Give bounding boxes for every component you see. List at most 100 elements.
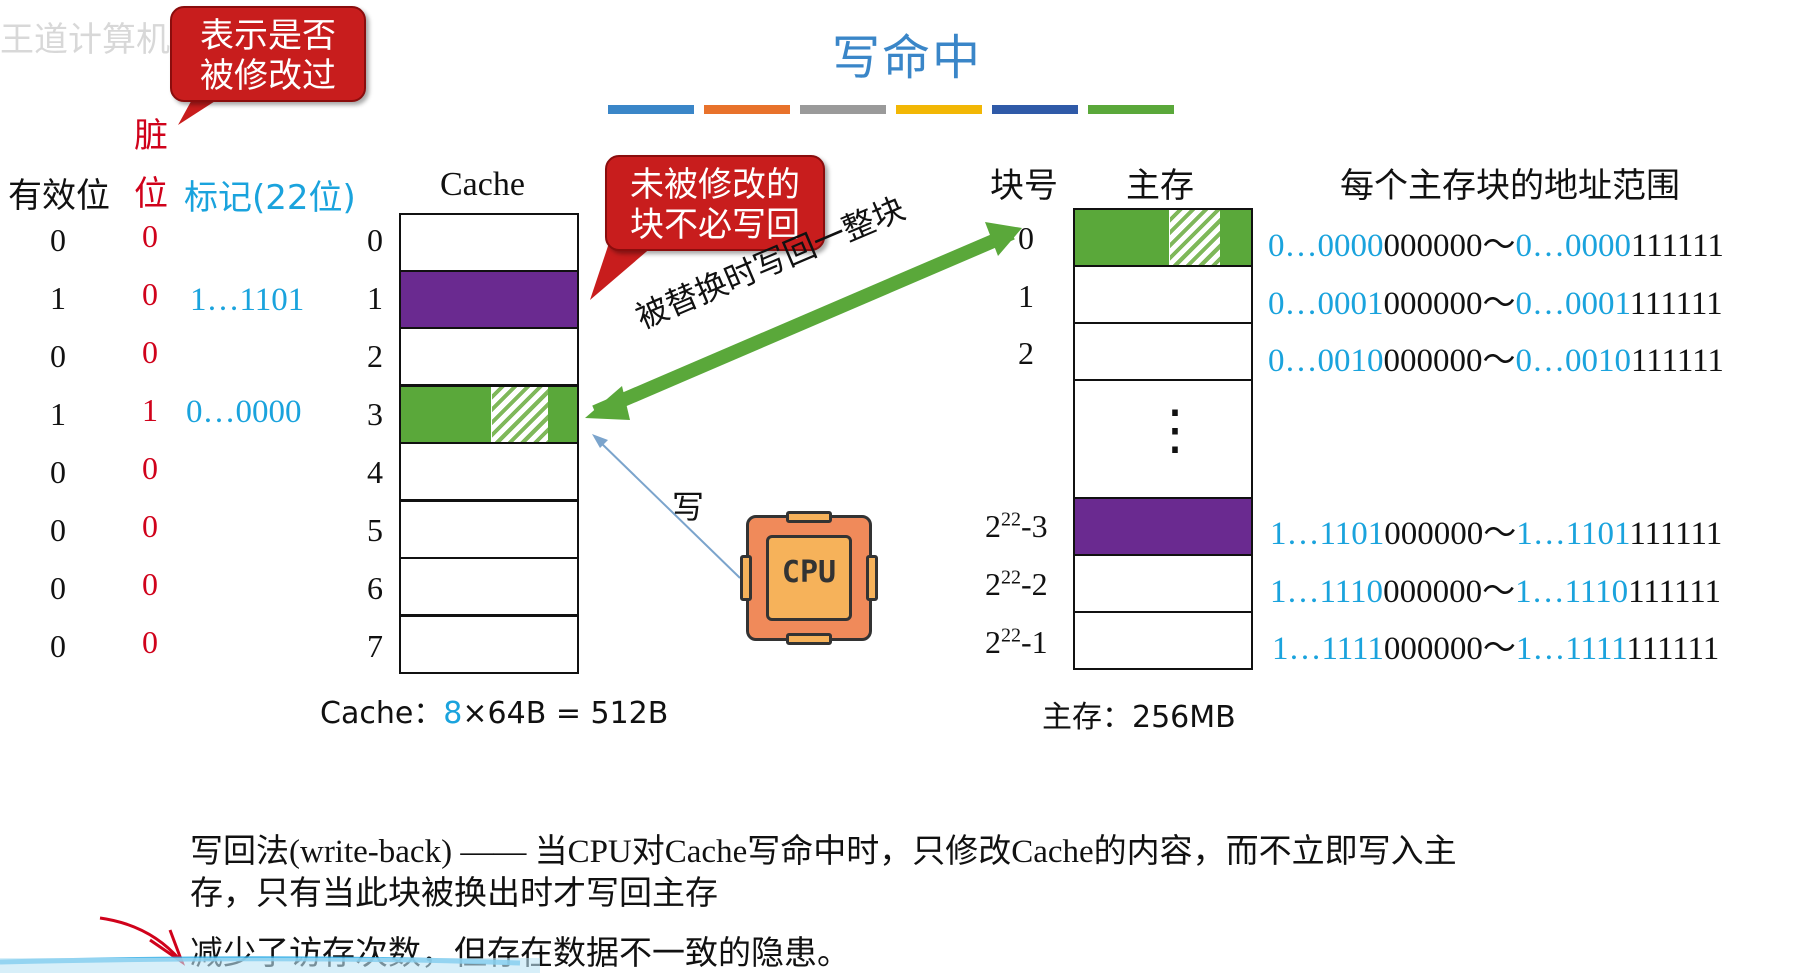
addr-end-low: 111111: [1628, 574, 1722, 610]
valid-bit-value: 0: [50, 454, 66, 490]
addr-end-high: 0…0010: [1515, 343, 1632, 379]
valid-bit-value: 0: [50, 512, 66, 548]
slide-title: 写命中: [831, 30, 982, 86]
callout-line: 块不必写回: [630, 205, 800, 245]
dirty-bit-value: 0: [142, 276, 158, 312]
addr-start-low: 000000～: [1383, 631, 1516, 667]
title-bar-segment: [704, 105, 790, 114]
cache-line-index: 7: [367, 628, 383, 664]
address-range: 0…0001000000～0…0001111111: [1268, 276, 1723, 324]
cache-line-index: 0: [367, 222, 383, 258]
cache-line-index: 1: [367, 280, 383, 316]
addr-end-low: 111111: [1630, 286, 1723, 322]
writeback-description-line2: 存，只有当此块被换出时才写回主存: [190, 876, 718, 912]
address-range: 0…0010000000～0…0010111111: [1268, 333, 1724, 381]
callout-line: 未被修改的: [630, 165, 800, 205]
dirty-bit-value: 1: [142, 392, 158, 428]
valid-bit-value: 0: [50, 338, 66, 374]
address-range: 1…1110000000～1…1110111111: [1270, 564, 1721, 612]
addr-end-low: 111111: [1629, 516, 1723, 552]
addr-start-high: 0…0010: [1268, 343, 1384, 379]
memory-block-label: 1: [1018, 278, 1034, 314]
tag-value: 0…0000: [186, 394, 302, 430]
writeback-description-line1: 写回法(write-back) —— 当CPU对Cache写命中时，只修改Cac…: [190, 834, 1457, 870]
cache-line: [399, 442, 579, 501]
dirty-bit-value: 0: [142, 218, 158, 254]
addr-end-high: 0…0000: [1515, 228, 1632, 264]
dirty-bit-header-line1: 脏: [134, 116, 168, 156]
label-suffix: -1: [1021, 624, 1048, 660]
memory-block-label: 222-1: [985, 624, 1048, 661]
cache-line-index: 5: [367, 512, 383, 548]
writeback-arrowhead-right: [985, 222, 1022, 256]
write-arrow: [597, 439, 741, 579]
dirty-bit-value: 0: [142, 334, 158, 370]
dirty-bit-value: 0: [142, 508, 158, 544]
label-base: 2: [985, 508, 1001, 544]
cache-line-index: 6: [367, 570, 383, 606]
addr-end-high: 1…1111: [1515, 631, 1628, 667]
address-range-header: 每个主存块的地址范围: [1340, 166, 1680, 206]
cache-header: Cache: [440, 166, 525, 203]
memory-block: [1073, 611, 1253, 670]
addr-start-high: 1…1110: [1270, 574, 1384, 610]
cache-size-caption: Cache：8×64B = 512B: [320, 688, 668, 732]
addr-end-low: 111111: [1631, 228, 1724, 264]
addr-start-low: 000000～: [1383, 228, 1516, 264]
addr-end-high: 1…1110: [1515, 574, 1629, 610]
writeback-arrowhead-left: [585, 386, 630, 420]
valid-bit-header: 有效位: [8, 176, 110, 216]
cache-line: [399, 213, 579, 272]
title-bar-segment: [608, 105, 694, 114]
memory-block-label: 222-3: [985, 508, 1048, 545]
label-base: 2: [985, 624, 1001, 660]
callout-line: 表示是否: [200, 16, 336, 56]
valid-bit-value: 1: [50, 280, 66, 316]
address-range: 1…1111000000～1…1111111111: [1272, 621, 1719, 669]
dirty-bit-value: 0: [142, 566, 158, 602]
modified-word: [491, 387, 548, 442]
addr-start-high: 0…0000: [1268, 228, 1384, 264]
label-exponent: 22: [1001, 624, 1021, 647]
block-number-header: 块号: [990, 166, 1058, 206]
cache-line-index: 3: [367, 396, 383, 432]
memory-size-caption: 主存：256MB: [1042, 700, 1236, 735]
memory-block: [1073, 322, 1253, 381]
addr-end-low: 111111: [1631, 343, 1724, 379]
cache-line: [399, 557, 579, 616]
addr-start-high: 1…1101: [1270, 516, 1385, 552]
memory-block-gap: [1073, 379, 1253, 499]
cpu-icon: CPU: [740, 511, 878, 645]
write-arrowhead: [592, 434, 608, 448]
main-memory-header: 主存: [1126, 166, 1194, 206]
memory-block: [1073, 554, 1253, 613]
valid-bit-value: 1: [50, 396, 66, 432]
memory-block-label: 0: [1018, 220, 1034, 256]
cache-line-index: 4: [367, 454, 383, 490]
tag-header: 标记(22位): [184, 178, 356, 218]
caption-prefix: Cache：: [320, 696, 444, 731]
dirty-bit-value: 0: [142, 450, 158, 486]
memory-ellipsis: ⋮: [1148, 400, 1202, 460]
dirty-bit-value: 0: [142, 624, 158, 660]
addr-start-low: 000000～: [1383, 574, 1516, 610]
label-suffix: -2: [1021, 566, 1048, 602]
dirty-bit-callout: 表示是否 被修改过: [170, 6, 366, 102]
label-suffix: -3: [1021, 508, 1048, 544]
cpu-label: CPU: [781, 555, 837, 590]
cache-line: [399, 615, 579, 674]
label-exponent: 22: [1001, 566, 1021, 589]
label-exponent: 22: [1001, 508, 1021, 531]
modified-word: [1169, 210, 1220, 265]
cache-line-index: 2: [367, 338, 383, 374]
unmodified-block-callout: 未被修改的 块不必写回: [605, 155, 825, 251]
title-bar-segment: [896, 105, 982, 114]
address-range: 0…0000000000～0…0000111111: [1268, 218, 1724, 266]
memory-block: [1073, 497, 1253, 556]
unmodified-callout-tail: [590, 240, 660, 300]
title-bar-segment: [800, 105, 886, 114]
valid-bit-value: 0: [50, 628, 66, 664]
write-arrow-label: 写: [672, 488, 705, 526]
addr-end-low: 111111: [1627, 631, 1720, 667]
